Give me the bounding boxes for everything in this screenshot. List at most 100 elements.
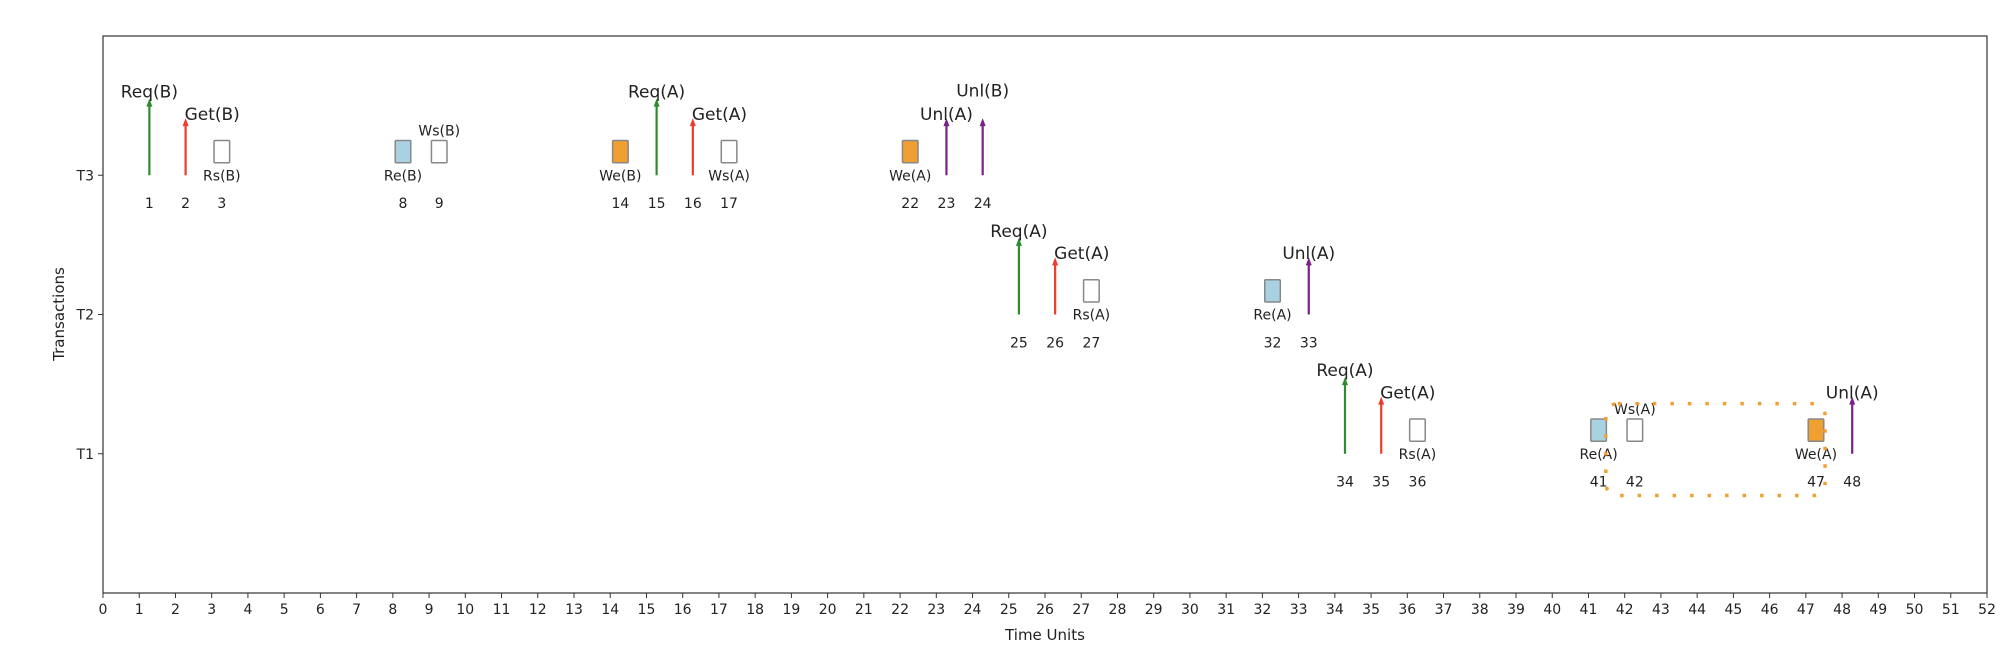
event-time-label: 32: [1264, 335, 1282, 351]
arrow-head: [1015, 237, 1022, 246]
operation-box-rs: [1408, 418, 1426, 442]
x-tick-label: 38: [1471, 602, 1489, 618]
event-time-label: 33: [1300, 335, 1318, 351]
event-label: Rs(B): [203, 168, 241, 184]
x-tick-label: 50: [1906, 602, 1924, 618]
event-time-label: 35: [1372, 475, 1390, 491]
x-tick-label: 9: [425, 602, 434, 618]
operation-box-we: [611, 139, 629, 164]
x-tick-label: 20: [819, 602, 837, 618]
event-label: Unl(A): [920, 105, 973, 125]
x-tick-label: 28: [1109, 602, 1127, 618]
x-tick-label: 49: [1869, 602, 1887, 618]
arrow-head: [943, 118, 950, 127]
x-tick-label: 1: [135, 602, 144, 618]
event-time-label: 8: [399, 196, 408, 212]
arrow-head: [1849, 396, 1856, 405]
x-tick-label: 14: [601, 602, 619, 618]
event-label: Ws(B): [418, 123, 460, 139]
operation-box-rs: [213, 139, 231, 164]
x-tick-label: 2: [171, 602, 180, 618]
event-label: Req(A): [628, 83, 685, 103]
x-tick-label: 46: [1761, 602, 1779, 618]
operation-box-re: [1590, 418, 1608, 442]
event-time-label: 14: [611, 196, 629, 212]
x-tick-label: 35: [1362, 602, 1380, 618]
event-label: Get(A): [1054, 244, 1109, 264]
x-tick-label: 33: [1290, 602, 1308, 618]
event-time-label: 2: [181, 196, 190, 212]
event-time-label: 23: [938, 196, 956, 212]
x-tick-label: 24: [964, 602, 982, 618]
x-tick-label: 0: [99, 602, 108, 618]
event-time-label: 41: [1590, 475, 1608, 491]
y-tick-label: T1: [76, 447, 94, 463]
x-tick-label: 3: [207, 602, 216, 618]
event-marks: Req(B) 1 Get(B) 2 Rs(B) 3 Re(B) 8 Ws(B) 9 We(B) 14 R…: [121, 81, 1879, 498]
y-axis-label: Transactions: [50, 267, 68, 362]
x-tick-label: 23: [927, 602, 945, 618]
event-label: Get(B): [185, 105, 240, 125]
x-tick-label: 10: [456, 602, 474, 618]
operation-box-re: [1263, 278, 1282, 303]
event-label: We(A): [1795, 447, 1837, 463]
y-tick-label: T2: [76, 308, 94, 324]
event-label: Get(A): [692, 105, 747, 125]
x-tick-label: 19: [782, 602, 800, 618]
arrow-head: [1378, 396, 1385, 405]
x-tick-label: 7: [352, 602, 361, 618]
event-label: Unl(A): [1826, 383, 1879, 403]
x-tick-label: 34: [1326, 602, 1344, 618]
highlight-region: [1604, 401, 1827, 498]
plot-frame: [102, 35, 1988, 594]
x-tick-label: 48: [1833, 602, 1851, 618]
event-time-label: 47: [1807, 475, 1825, 491]
event-time-label: 22: [901, 196, 919, 212]
y-axis: T1 T2 T3: [76, 168, 103, 463]
x-tick-label: 42: [1616, 602, 1634, 618]
event-label: Req(A): [990, 222, 1047, 242]
x-tick-label: 43: [1652, 602, 1670, 618]
x-tick-label: 30: [1181, 602, 1199, 618]
x-tick-label: 8: [388, 602, 397, 618]
event-time-label: 26: [1046, 335, 1064, 351]
event-label: Rs(A): [1399, 447, 1437, 463]
event-time-label: 27: [1082, 335, 1100, 351]
x-tick-label: 21: [855, 602, 873, 618]
x-tick-label: 11: [493, 602, 511, 618]
x-tick-label: 44: [1688, 602, 1706, 618]
event-time-label: 34: [1336, 475, 1354, 491]
arrow-head: [182, 118, 189, 127]
x-tick-label: 17: [710, 602, 728, 618]
event-time-label: 25: [1010, 335, 1028, 351]
arrow-head: [1052, 257, 1059, 266]
event-label: We(B): [599, 168, 641, 184]
event-time-label: 17: [720, 196, 738, 212]
operation-box-ws: [430, 139, 448, 164]
event-label: Req(B): [121, 83, 178, 103]
event-label: Re(B): [384, 168, 422, 184]
operation-box-we: [901, 139, 919, 164]
x-tick-label: 27: [1072, 602, 1090, 618]
x-tick-label: 25: [1000, 602, 1018, 618]
operation-box-rs: [1082, 278, 1100, 303]
x-tick-label: 45: [1724, 602, 1742, 618]
x-tick-label: 18: [746, 602, 764, 618]
event-label: Req(A): [1316, 361, 1373, 381]
event-time-label: 42: [1626, 475, 1644, 491]
x-tick-label: 13: [565, 602, 583, 618]
arrow-head: [653, 98, 660, 107]
event-label: Ws(A): [1614, 402, 1656, 418]
x-tick-label: 22: [891, 602, 909, 618]
x-tick-label: 16: [674, 602, 692, 618]
event-time-label: 15: [648, 196, 666, 212]
x-tick-label: 41: [1580, 602, 1598, 618]
event-label: Re(A): [1253, 308, 1291, 324]
event-label: Get(A): [1380, 383, 1435, 403]
x-tick-label: 51: [1942, 602, 1960, 618]
arrow-head: [1305, 257, 1312, 266]
x-tick-label: 6: [316, 602, 325, 618]
arrow-head: [979, 118, 986, 127]
operation-box-re: [394, 139, 412, 164]
